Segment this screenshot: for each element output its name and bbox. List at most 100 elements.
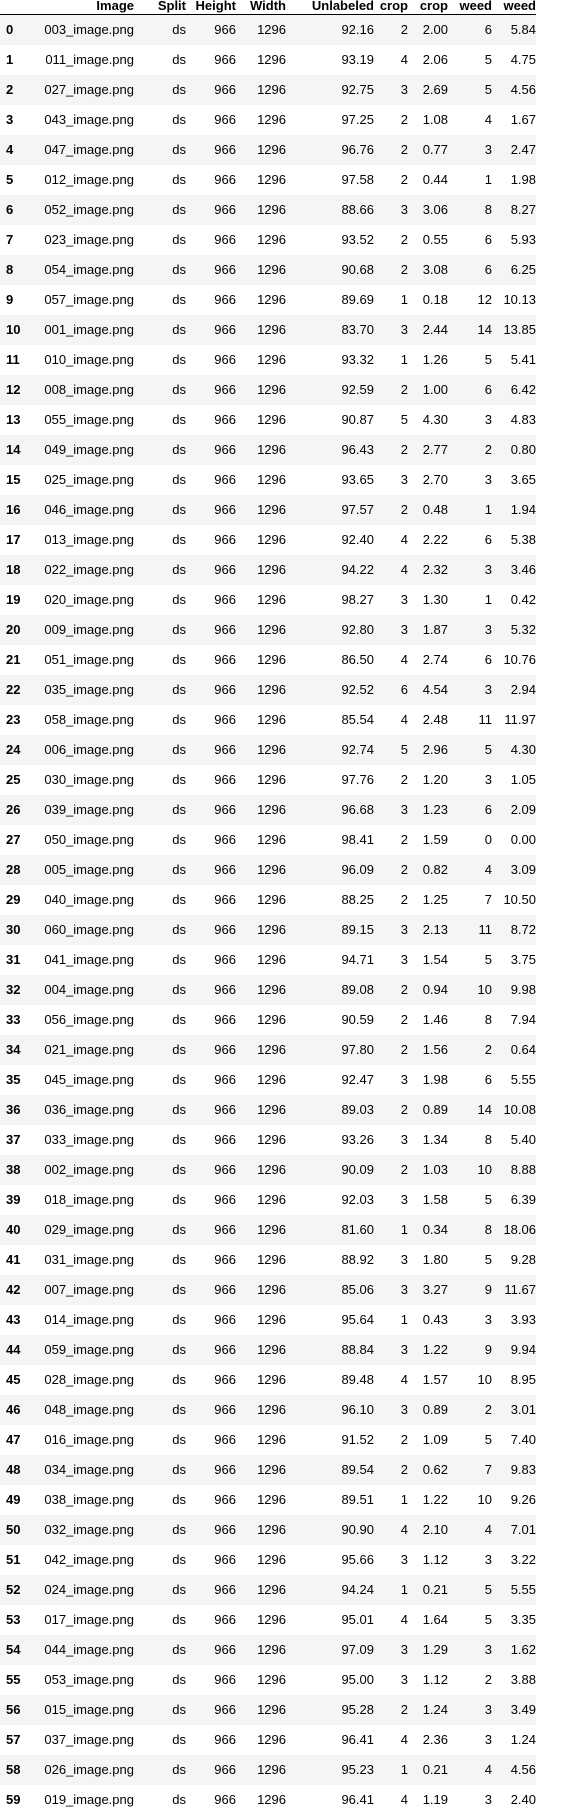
unlabeled-cell: 91.52 — [341, 1432, 374, 1447]
weed-count-cell: 3 — [484, 622, 492, 637]
height-cell: 966 — [214, 1492, 236, 1507]
table-row: 8 054_image.png ds 966 1296 90.68 2 3.08 6 6.25 — [0, 255, 536, 285]
table-row: 51 042_image.png ds 966 1296 95.66 3 1.12 3 3.22 — [0, 1545, 536, 1575]
image-cell: 028_image.png — [44, 1372, 134, 1387]
weed-percent-cell: 3.09 — [510, 862, 536, 877]
table-row: 45 028_image.png ds 966 1296 89.48 4 1.57 10 8.95 — [0, 1365, 536, 1395]
unlabeled-cell: 92.03 — [341, 1192, 374, 1207]
weed-percent-cell: 0.42 — [510, 592, 536, 607]
split-cell: ds — [172, 952, 186, 967]
width-cell: 1296 — [257, 232, 286, 247]
table-row: 57 037_image.png ds 966 1296 96.41 4 2.36 3 1.24 — [0, 1725, 536, 1755]
width-cell: 1296 — [257, 1132, 286, 1147]
table-row: 7 023_image.png ds 966 1296 93.52 2 0.55 6 5.93 — [0, 225, 536, 255]
width-cell: 1296 — [257, 1102, 286, 1117]
weed-count-cell: 1 — [484, 592, 492, 607]
split-cell: ds — [172, 682, 186, 697]
crop-percent-cell: 2.77 — [422, 442, 448, 457]
split-cell: ds — [172, 472, 186, 487]
image-cell: 025_image.png — [44, 472, 134, 487]
height-cell: 966 — [214, 1582, 236, 1597]
weed-percent-cell: 0.64 — [510, 1042, 536, 1057]
table-row: 12 008_image.png ds 966 1296 92.59 2 1.00 6 6.42 — [0, 375, 536, 405]
weed-percent-cell: 9.26 — [510, 1492, 536, 1507]
weed-percent-cell: 4.56 — [510, 82, 536, 97]
row-index: 7 — [6, 232, 14, 247]
height-cell: 966 — [214, 1702, 236, 1717]
weed-percent-cell: 4.83 — [510, 412, 536, 427]
table-row: 20 009_image.png ds 966 1296 92.80 3 1.87 3 5.32 — [0, 615, 536, 645]
width-cell: 1296 — [257, 1762, 286, 1777]
weed-percent-cell: 9.28 — [510, 1252, 536, 1267]
crop-percent-cell: 2.36 — [422, 1732, 448, 1747]
row-index: 47 — [6, 1432, 21, 1447]
unlabeled-cell: 95.01 — [341, 1612, 374, 1627]
row-index: 33 — [6, 1012, 21, 1027]
height-cell: 966 — [214, 1552, 236, 1567]
crop-percent-cell: 3.06 — [422, 202, 448, 217]
unlabeled-cell: 94.22 — [341, 562, 374, 577]
row-index: 54 — [6, 1642, 21, 1657]
weed-percent-cell: 13.85 — [503, 322, 536, 337]
row-index: 51 — [6, 1552, 21, 1567]
crop-percent-cell: 2.44 — [422, 322, 448, 337]
width-cell: 1296 — [257, 112, 286, 127]
width-cell: 1296 — [257, 892, 286, 907]
row-index: 13 — [6, 412, 21, 427]
height-cell: 966 — [214, 112, 236, 127]
image-cell: 010_image.png — [44, 352, 134, 367]
image-cell: 036_image.png — [44, 1102, 134, 1117]
row-index: 18 — [6, 562, 21, 577]
crop-count-cell: 5 — [400, 412, 408, 427]
image-cell: 052_image.png — [44, 202, 134, 217]
unlabeled-cell: 89.03 — [341, 1102, 374, 1117]
table-row: 34 021_image.png ds 966 1296 97.80 2 1.56 2 0.64 — [0, 1035, 536, 1065]
crop-count-cell: 4 — [400, 1732, 408, 1747]
split-cell: ds — [172, 1012, 186, 1027]
weed-percent-cell: 9.94 — [510, 1342, 536, 1357]
height-cell: 966 — [214, 82, 236, 97]
weed-count-cell: 10 — [477, 1492, 492, 1507]
width-cell: 1296 — [257, 1462, 286, 1477]
unlabeled-header: Unlabeled — [286, 0, 374, 15]
crop-count-cell: 2 — [400, 982, 408, 997]
height-cell: 966 — [214, 1042, 236, 1057]
crop-percent-cell: 0.44 — [422, 172, 448, 187]
width-cell: 1296 — [257, 922, 286, 937]
row-index: 45 — [6, 1372, 21, 1387]
unlabeled-cell: 95.64 — [341, 1312, 374, 1327]
split-cell: ds — [172, 412, 186, 427]
width-cell: 1296 — [257, 172, 286, 187]
crop-count-cell: 2 — [400, 262, 408, 277]
crop-percent-cell: 1.98 — [422, 1072, 448, 1087]
weed-count-cell: 2 — [484, 1672, 492, 1687]
weed-percent-cell: 2.09 — [510, 802, 536, 817]
image-cell: 034_image.png — [44, 1462, 134, 1477]
unlabeled-cell: 97.80 — [341, 1042, 374, 1057]
weed-count-cell: 2 — [484, 1042, 492, 1057]
weed-percent-cell: 8.88 — [510, 1162, 536, 1177]
height-cell: 966 — [214, 1522, 236, 1537]
width-cell: 1296 — [257, 652, 286, 667]
row-index: 32 — [6, 982, 21, 997]
width-cell: 1296 — [257, 52, 286, 67]
table-row: 53 017_image.png ds 966 1296 95.01 4 1.64 5 3.35 — [0, 1605, 536, 1635]
weed-count-cell: 10 — [477, 982, 492, 997]
row-index: 30 — [6, 922, 21, 937]
split-cell: ds — [172, 1192, 186, 1207]
weed-percent-cell: 10.50 — [503, 892, 536, 907]
crop-percent-cell: 1.58 — [422, 1192, 448, 1207]
row-index: 20 — [6, 622, 21, 637]
image-cell: 002_image.png — [44, 1162, 134, 1177]
height-cell: 966 — [214, 1222, 236, 1237]
split-cell: ds — [172, 802, 186, 817]
table-row: 54 044_image.png ds 966 1296 97.09 3 1.29 3 1.62 — [0, 1635, 536, 1665]
weed-percent-cell: 5.84 — [510, 22, 536, 37]
crop-percent-cell: 0.62 — [422, 1462, 448, 1477]
crop-percent-cell: 1.22 — [422, 1342, 448, 1357]
weed-count-cell: 4 — [484, 1762, 492, 1777]
row-index: 21 — [6, 652, 21, 667]
weed-count-cell: 14 — [477, 1102, 492, 1117]
weed-percent-cell: 3.35 — [510, 1612, 536, 1627]
crop-count-cell: 3 — [400, 82, 408, 97]
